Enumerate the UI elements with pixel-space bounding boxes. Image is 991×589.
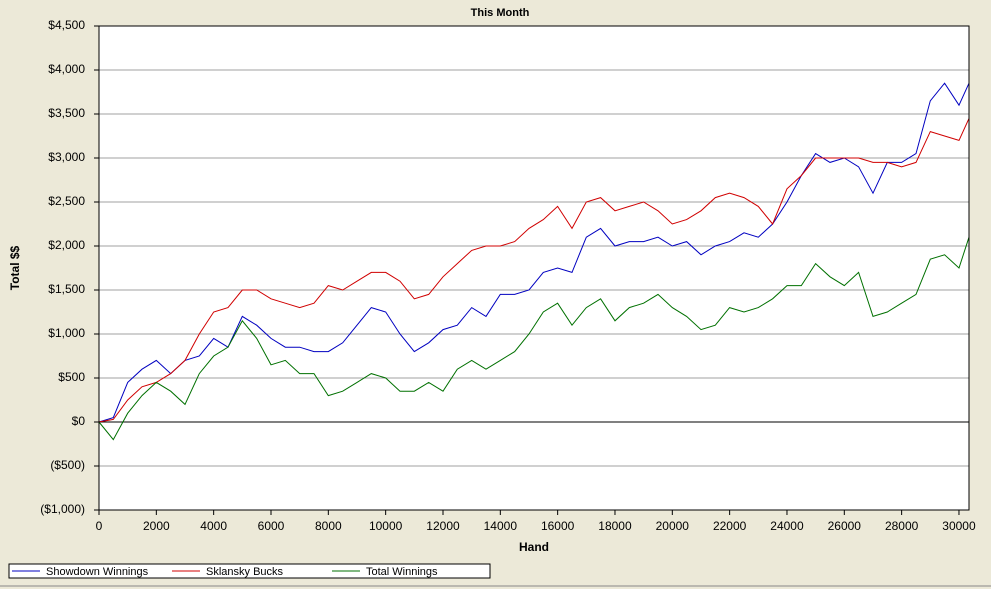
x-tick-label: 6000 bbox=[258, 519, 285, 533]
x-axis-label: Hand bbox=[519, 540, 549, 554]
y-tick-label: $2,000 bbox=[48, 238, 85, 252]
x-tick-label: 16000 bbox=[541, 519, 575, 533]
y-tick-label: $2,500 bbox=[48, 194, 85, 208]
x-tick-label: 12000 bbox=[426, 519, 460, 533]
x-tick-label: 28000 bbox=[885, 519, 919, 533]
legend-label: Total Winnings bbox=[366, 566, 438, 578]
legend-label: Showdown Winnings bbox=[46, 566, 149, 578]
x-tick-label: 2000 bbox=[143, 519, 170, 533]
y-tick-label: $1,000 bbox=[48, 326, 85, 340]
x-tick-label: 14000 bbox=[484, 519, 518, 533]
y-axis-label: Total $$ bbox=[8, 245, 22, 290]
y-tick-label: $4,000 bbox=[48, 62, 85, 76]
x-tick-label: 0 bbox=[96, 519, 103, 533]
x-tick-label: 30000 bbox=[942, 519, 976, 533]
legend-label: Sklansky Bucks bbox=[206, 566, 284, 578]
y-tick-label: $1,500 bbox=[48, 282, 85, 296]
chart-title: This Month bbox=[471, 7, 530, 19]
series-line bbox=[98, 118, 970, 423]
series-line bbox=[98, 82, 970, 423]
x-tick-label: 4000 bbox=[200, 519, 227, 533]
plot-area bbox=[98, 25, 970, 511]
x-tick-label: 20000 bbox=[656, 519, 690, 533]
x-tick-label: 26000 bbox=[828, 519, 862, 533]
y-tick-label: $3,500 bbox=[48, 106, 85, 120]
x-tick-label: 24000 bbox=[770, 519, 804, 533]
series-line bbox=[98, 237, 970, 441]
y-tick-label: $0 bbox=[72, 414, 86, 428]
y-tick-label: $4,500 bbox=[48, 18, 85, 32]
y-tick-label: ($500) bbox=[50, 458, 85, 472]
legend bbox=[8, 563, 491, 579]
y-tick-label: ($1,000) bbox=[40, 502, 85, 516]
x-tick-label: 10000 bbox=[369, 519, 403, 533]
y-tick-label: $500 bbox=[58, 370, 85, 384]
x-tick-label: 8000 bbox=[315, 519, 342, 533]
plot-border bbox=[98, 25, 970, 511]
x-tick-label: 22000 bbox=[713, 519, 747, 533]
y-tick-label: $3,000 bbox=[48, 150, 85, 164]
x-tick-label: 18000 bbox=[598, 519, 632, 533]
